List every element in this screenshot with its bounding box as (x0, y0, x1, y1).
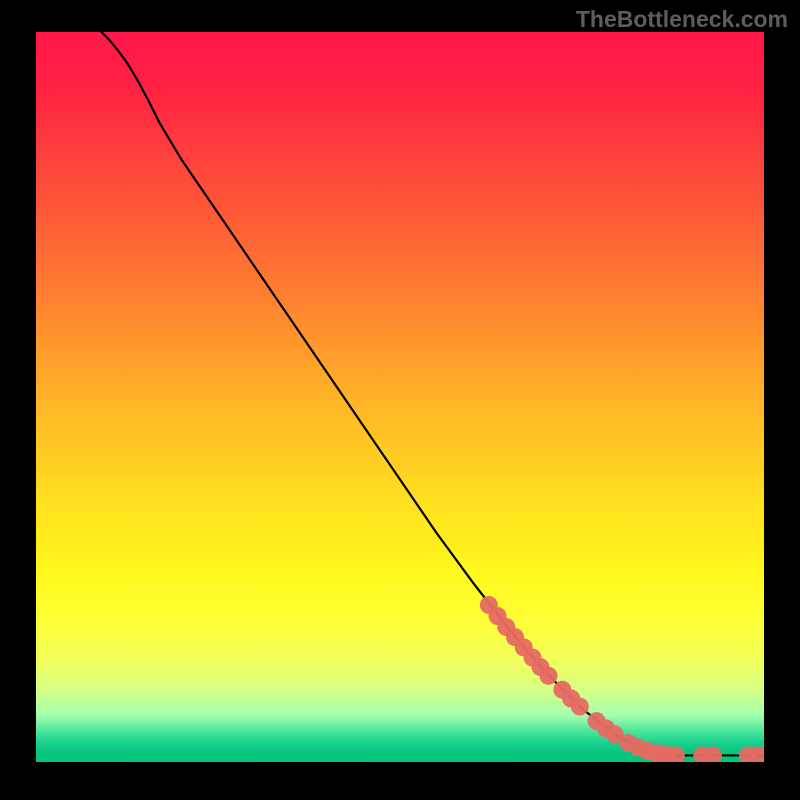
watermark-text: TheBottleneck.com (576, 6, 788, 33)
data-marker (571, 698, 589, 716)
chart-plot-area (36, 32, 764, 762)
data-marker (540, 667, 558, 685)
chart-background (36, 32, 764, 762)
chart-svg (36, 32, 764, 762)
